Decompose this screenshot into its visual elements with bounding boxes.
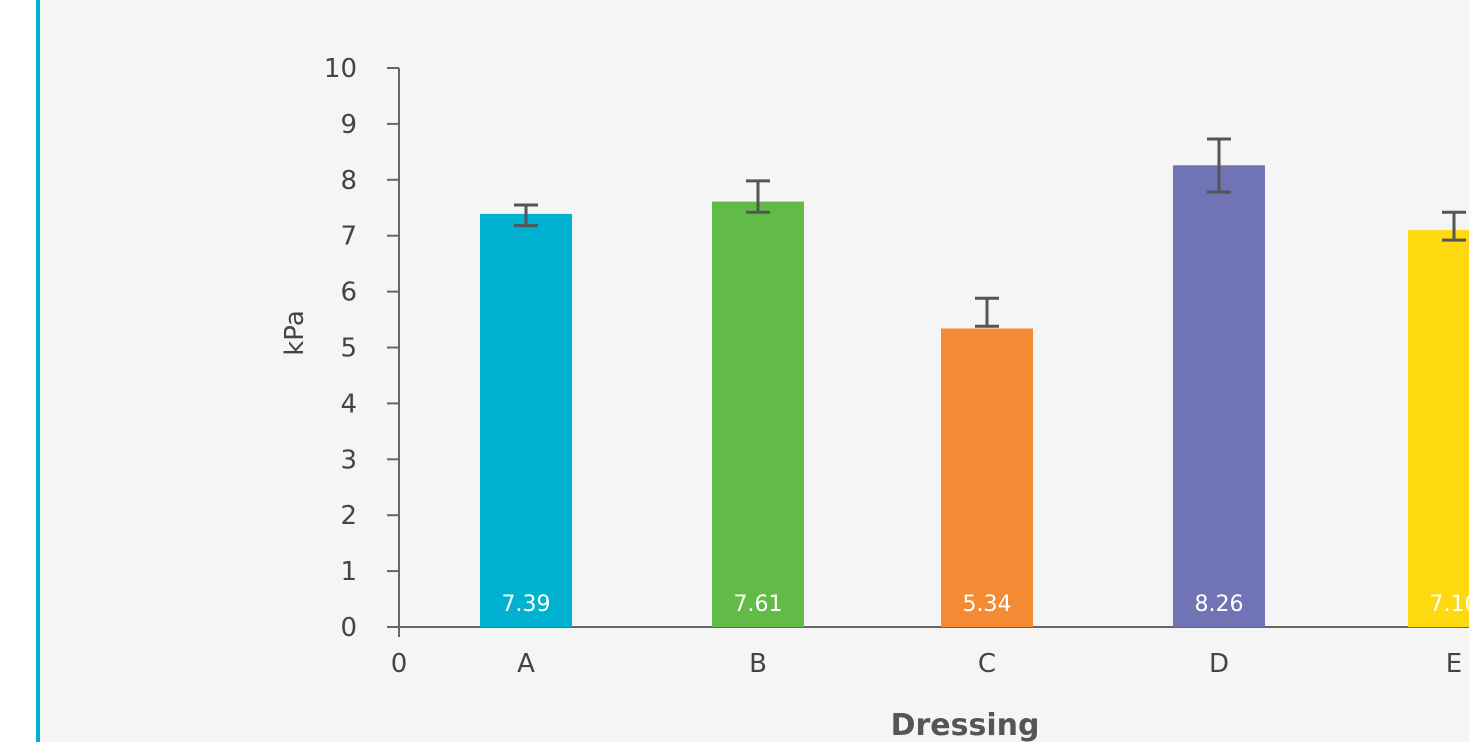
chart-title: Maximum Shear Stress Difference — [105, 0, 1062, 12]
y-tick-label: 4 — [340, 389, 357, 419]
bar-d — [1173, 165, 1265, 628]
x-tick-label-d: D — [1209, 649, 1229, 679]
y-tick-label: 7 — [340, 222, 357, 252]
x-axis-title: Dressing — [891, 708, 1040, 742]
error-bar-a — [514, 203, 538, 228]
data-label-b: 7.61 — [734, 592, 783, 617]
y-axis-title: kPa — [280, 310, 310, 356]
error-bar-b — [746, 179, 770, 214]
data-label-c: 5.34 — [963, 592, 1012, 617]
x-tick-label-a: A — [517, 649, 535, 679]
y-tick-label: 0 — [340, 613, 357, 643]
data-label-d: 8.26 — [1195, 592, 1244, 617]
y-tick-label: 10 — [324, 54, 357, 84]
bar-a — [480, 213, 572, 628]
x-tick-label-e: E — [1446, 649, 1462, 679]
bar-c — [941, 328, 1033, 627]
data-label-e: 7.10 — [1430, 592, 1469, 617]
bar-b — [712, 201, 804, 627]
y-tick-label: 9 — [340, 110, 357, 140]
bar-e — [1408, 230, 1469, 628]
y-tick-label: 5 — [340, 334, 357, 364]
y-tick-label: 2 — [340, 501, 357, 531]
y-tick-label: 1 — [340, 557, 357, 587]
data-label-a: 7.39 — [502, 592, 551, 617]
y-tick-label: 6 — [340, 278, 357, 308]
y-tick-label: 3 — [340, 445, 357, 475]
y-tick-label: 8 — [340, 166, 357, 196]
x-tick-label-c: C — [978, 649, 996, 679]
error-bar-c — [975, 296, 999, 328]
y-axis: 0 1 2 3 4 5 6 7 8 9 10 — [324, 54, 400, 643]
bars-group: 7.39 A 7.61 B 5.34 C 8.26 D 7.10 E — [480, 137, 1469, 679]
x-axis — [398, 626, 1469, 637]
x-tick-label-b: B — [749, 649, 767, 679]
x-origin-label: 0 — [391, 649, 408, 679]
error-bar-e — [1442, 210, 1466, 242]
error-bar-d — [1207, 137, 1231, 194]
